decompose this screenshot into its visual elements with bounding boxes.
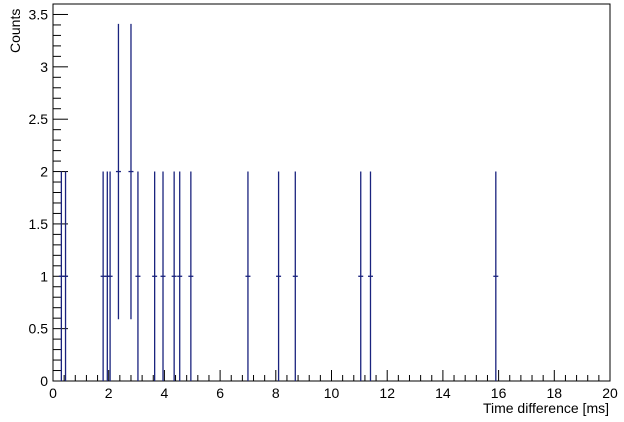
x-tick-label: 20 <box>602 385 618 401</box>
x-tick-label: 10 <box>324 385 340 401</box>
x-tick-label: 2 <box>105 385 113 401</box>
data-point <box>292 171 298 381</box>
plot-frame <box>52 3 611 382</box>
y-tick-label: 3 <box>40 59 48 75</box>
data-point <box>177 171 183 381</box>
data-point <box>245 171 251 381</box>
data-point <box>367 171 373 381</box>
x-axis-title: Time difference [ms] <box>483 400 609 416</box>
x-tick-label: 18 <box>547 385 563 401</box>
data-point <box>63 171 69 381</box>
data-point <box>493 171 499 381</box>
data-point <box>160 171 166 381</box>
data-marks <box>58 23 499 381</box>
x-tick-label: 6 <box>216 385 224 401</box>
y-tick-label: 3.5 <box>29 6 49 22</box>
x-tick-label: 16 <box>491 385 507 401</box>
data-point <box>358 171 364 381</box>
x-tick-label: 8 <box>272 385 280 401</box>
data-point <box>152 171 158 381</box>
data-point <box>135 171 141 381</box>
data-point <box>276 171 282 381</box>
data-point <box>115 23 121 320</box>
x-tick-label: 0 <box>49 385 57 401</box>
data-point <box>128 23 134 320</box>
data-point <box>188 171 194 381</box>
data-point <box>171 171 177 381</box>
y-axis-title: Counts <box>7 9 23 53</box>
data-point <box>58 171 64 381</box>
data-point <box>107 171 113 381</box>
x-tick-label: 14 <box>435 385 451 401</box>
data-point <box>100 171 106 381</box>
x-tick-label: 4 <box>161 385 169 401</box>
x-tick-label: 12 <box>379 385 395 401</box>
y-tick-label: 1 <box>40 268 48 284</box>
y-tick-label: 1.5 <box>29 216 49 232</box>
y-tick-label: 2.5 <box>29 111 49 127</box>
axis-ticks <box>52 3 611 382</box>
y-tick-label: 2 <box>40 164 48 180</box>
tick-labels: 0 2 4 6 8 10 12 14 16 18 20 0 0.5 1 1.5 2 2.5 3 3.5 <box>29 6 618 401</box>
y-tick-label: 0 <box>40 373 48 389</box>
y-tick-label: 0.5 <box>29 321 49 337</box>
